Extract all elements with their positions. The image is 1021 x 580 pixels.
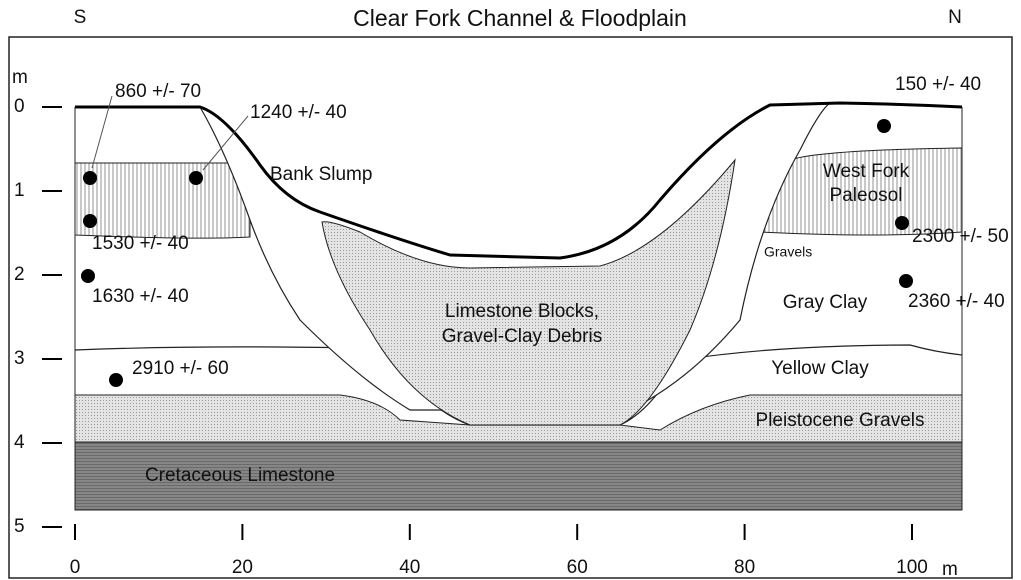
date-label: 150 +/- 40: [895, 74, 981, 95]
sample-dot: [899, 274, 913, 288]
direction: N: [948, 7, 962, 28]
pleistocene-layer: [74, 394, 963, 443]
layer-label: Gravels: [764, 244, 812, 260]
layer-label: Paleosol: [830, 185, 903, 206]
sample-dot: [109, 373, 123, 387]
date-label: 1530 +/- 40: [92, 233, 189, 254]
y-tick-label: 1: [14, 180, 25, 201]
y-tick-label: 0: [14, 96, 25, 117]
x-tick-label: 20: [232, 557, 253, 578]
date-label: 1630 +/- 40: [92, 286, 189, 307]
sample-dots: [81, 119, 913, 387]
y-axis-unit: m: [12, 67, 28, 88]
date-label: 860 +/- 70: [115, 81, 201, 102]
sample-dot: [895, 216, 909, 230]
x-tick-label: 0: [70, 557, 81, 578]
y-tick-label: 5: [14, 516, 25, 537]
layer-label: Yellow Clay: [771, 358, 869, 379]
date-label: 1240 +/- 40: [250, 102, 347, 123]
ground-surface: [75, 101, 963, 260]
layer-label: Cretaceous Limestone: [145, 465, 335, 486]
layer-label: Limestone Blocks,: [445, 301, 599, 322]
left-paleosol: [74, 162, 251, 239]
title: Clear Fork Channel & Floodplain: [353, 5, 687, 31]
sample-dot: [81, 269, 95, 283]
y-tick-label: 2: [14, 264, 25, 285]
sample-dot: [877, 119, 891, 133]
direction: S: [74, 7, 87, 28]
debris-fill: [321, 158, 736, 426]
x-tick-label: 80: [734, 557, 755, 578]
frame: [8, 36, 1013, 579]
y-tick-label: 3: [14, 348, 25, 369]
leader-line: [202, 115, 249, 171]
sample-dot: [83, 171, 97, 185]
sample-dot: [189, 171, 203, 185]
layer-label: Pleistocene Gravels: [756, 410, 925, 431]
layer-label: Gray Clay: [783, 292, 868, 313]
leader-line: [91, 95, 113, 169]
date-label: 2910 +/- 60: [132, 358, 229, 379]
x-tick-label: 100: [896, 557, 928, 578]
date-label: 2300 +/- 50: [912, 226, 1009, 247]
date-label: 2360 +/- 40: [908, 291, 1005, 312]
x-axis-unit: m: [942, 559, 958, 580]
y-tick-label: 4: [14, 432, 25, 453]
layer-label: Bank Slump: [270, 164, 372, 185]
sample-dot: [83, 214, 97, 228]
x-tick-label: 40: [399, 557, 420, 578]
layer-label: West Fork: [823, 161, 910, 182]
layer-label: Gravel-Clay Debris: [442, 326, 602, 347]
x-tick-label: 60: [567, 557, 588, 578]
